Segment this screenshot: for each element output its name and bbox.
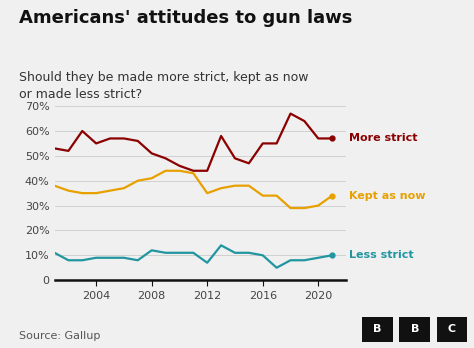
Text: Kept as now: Kept as now (349, 191, 426, 201)
FancyBboxPatch shape (437, 317, 467, 342)
Text: Americans' attitudes to gun laws: Americans' attitudes to gun laws (19, 9, 352, 27)
Text: Less strict: Less strict (349, 250, 414, 260)
Text: Source: Gallup: Source: Gallup (19, 331, 100, 341)
FancyBboxPatch shape (400, 317, 430, 342)
Text: Should they be made more strict, kept as now
or made less strict?: Should they be made more strict, kept as… (19, 71, 309, 101)
Text: More strict: More strict (349, 133, 418, 143)
Text: C: C (448, 324, 456, 334)
Text: B: B (374, 324, 382, 334)
Text: B: B (410, 324, 419, 334)
FancyBboxPatch shape (363, 317, 393, 342)
